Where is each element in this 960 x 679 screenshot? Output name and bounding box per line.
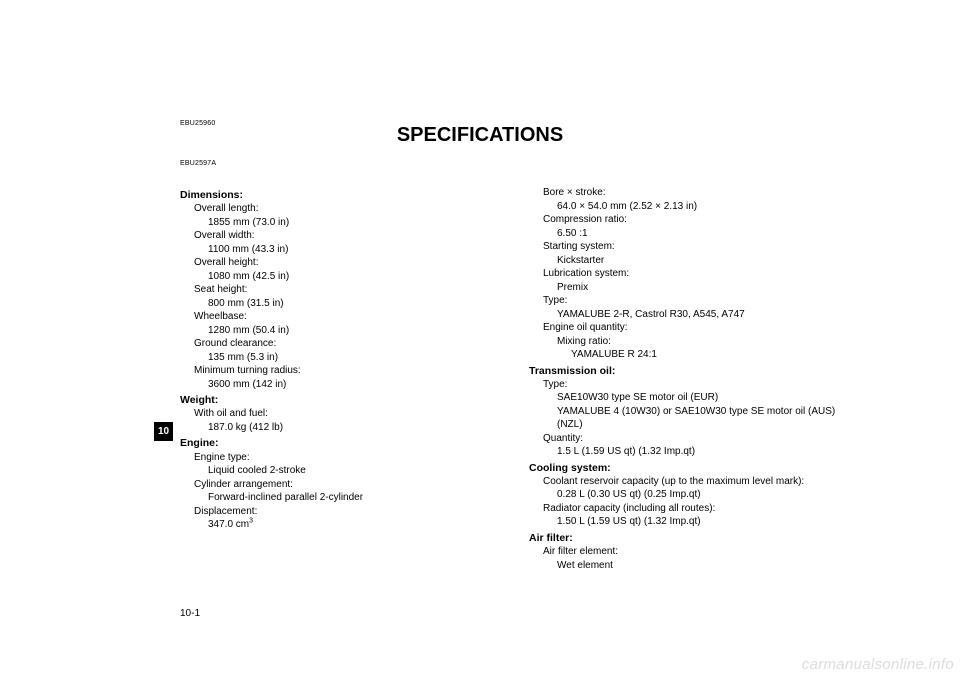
label-ground-clearance: Ground clearance: <box>194 337 511 351</box>
label-mixing-ratio: Mixing ratio: <box>557 335 860 349</box>
value-coolant-reservoir: 0.28 L (0.30 US qt) (0.25 Imp.qt) <box>557 488 860 502</box>
ref-code-2: EBU2597A <box>180 160 216 167</box>
label-engine-oil-qty: Engine oil quantity: <box>543 321 860 335</box>
value-displacement-num: 347.0 cm <box>208 519 249 530</box>
label-with-oil-fuel: With oil and fuel: <box>194 407 511 421</box>
value-starting-system: Kickstarter <box>557 254 860 268</box>
value-ground-clearance: 135 mm (5.3 in) <box>208 351 511 365</box>
label-coolant-reservoir: Coolant reservoir capacity (up to the ma… <box>543 475 860 489</box>
value-displacement: 347.0 cm3 <box>208 518 511 532</box>
watermark: carmanualsonline.info <box>802 656 954 673</box>
column-right: Bore × stroke: 64.0 × 54.0 mm (2.52 × 2.… <box>529 186 860 572</box>
value-trans-type-1: SAE10W30 type SE motor oil (EUR) <box>557 391 860 405</box>
value-lubrication-system: Premix <box>557 281 860 295</box>
value-trans-qty: 1.5 L (1.59 US qt) (1.32 Imp.qt) <box>557 445 860 459</box>
value-displacement-exp: 3 <box>249 518 253 525</box>
value-overall-width: 1100 mm (43.3 in) <box>208 243 511 257</box>
value-with-oil-fuel: 187.0 kg (412 lb) <box>208 421 511 435</box>
label-cylinder-arrangement: Cylinder arrangement: <box>194 478 511 492</box>
label-starting-system: Starting system: <box>543 240 860 254</box>
value-overall-length: 1855 mm (73.0 in) <box>208 216 511 230</box>
value-oil-type: YAMALUBE 2-R, Castrol R30, A545, A747 <box>557 308 860 322</box>
label-compression-ratio: Compression ratio: <box>543 213 860 227</box>
label-air-filter-element: Air filter element: <box>543 545 860 559</box>
label-trans-qty: Quantity: <box>543 432 860 446</box>
label-overall-width: Overall width: <box>194 229 511 243</box>
value-air-filter-element: Wet element <box>557 559 860 573</box>
section-weight: Weight: <box>180 393 511 407</box>
section-dimensions: Dimensions: <box>180 188 511 202</box>
label-wheelbase: Wheelbase: <box>194 310 511 324</box>
value-trans-type-2: YAMALUBE 4 (10W30) or SAE10W30 type SE m… <box>557 405 860 432</box>
label-oil-type: Type: <box>543 294 860 308</box>
value-wheelbase: 1280 mm (50.4 in) <box>208 324 511 338</box>
chapter-tab: 10 <box>154 422 173 441</box>
label-seat-height: Seat height: <box>194 283 511 297</box>
value-cylinder-arrangement: Forward-inclined parallel 2-cylinder <box>208 491 511 505</box>
label-lubrication-system: Lubrication system: <box>543 267 860 281</box>
value-overall-height: 1080 mm (42.5 in) <box>208 270 511 284</box>
value-mixing-ratio: YAMALUBE R 24:1 <box>571 348 860 362</box>
section-air-filter: Air filter: <box>529 531 860 545</box>
section-transmission-oil: Transmission oil: <box>529 364 860 378</box>
label-min-turning-radius: Minimum turning radius: <box>194 364 511 378</box>
specifications-page: EBU25960 SPECIFICATIONS EBU2597A Dimensi… <box>0 0 960 679</box>
page-number: 10-1 <box>180 608 200 619</box>
value-engine-type: Liquid cooled 2-stroke <box>208 464 511 478</box>
section-engine: Engine: <box>180 436 511 450</box>
label-engine-type: Engine type: <box>194 451 511 465</box>
label-overall-length: Overall length: <box>194 202 511 216</box>
value-seat-height: 800 mm (31.5 in) <box>208 297 511 311</box>
label-radiator-capacity: Radiator capacity (including all routes)… <box>543 502 860 516</box>
label-bore-stroke: Bore × stroke: <box>543 186 860 200</box>
value-min-turning-radius: 3600 mm (142 in) <box>208 378 511 392</box>
value-compression-ratio: 6.50 :1 <box>557 227 860 241</box>
page-title: SPECIFICATIONS <box>0 124 960 147</box>
section-cooling-system: Cooling system: <box>529 461 860 475</box>
content-columns: Dimensions: Overall length: 1855 mm (73.… <box>180 186 860 572</box>
column-left: Dimensions: Overall length: 1855 mm (73.… <box>180 186 511 572</box>
value-radiator-capacity: 1.50 L (1.59 US qt) (1.32 Imp.qt) <box>557 515 860 529</box>
value-bore-stroke: 64.0 × 54.0 mm (2.52 × 2.13 in) <box>557 200 860 214</box>
label-trans-type: Type: <box>543 378 860 392</box>
label-overall-height: Overall height: <box>194 256 511 270</box>
label-displacement: Displacement: <box>194 505 511 519</box>
